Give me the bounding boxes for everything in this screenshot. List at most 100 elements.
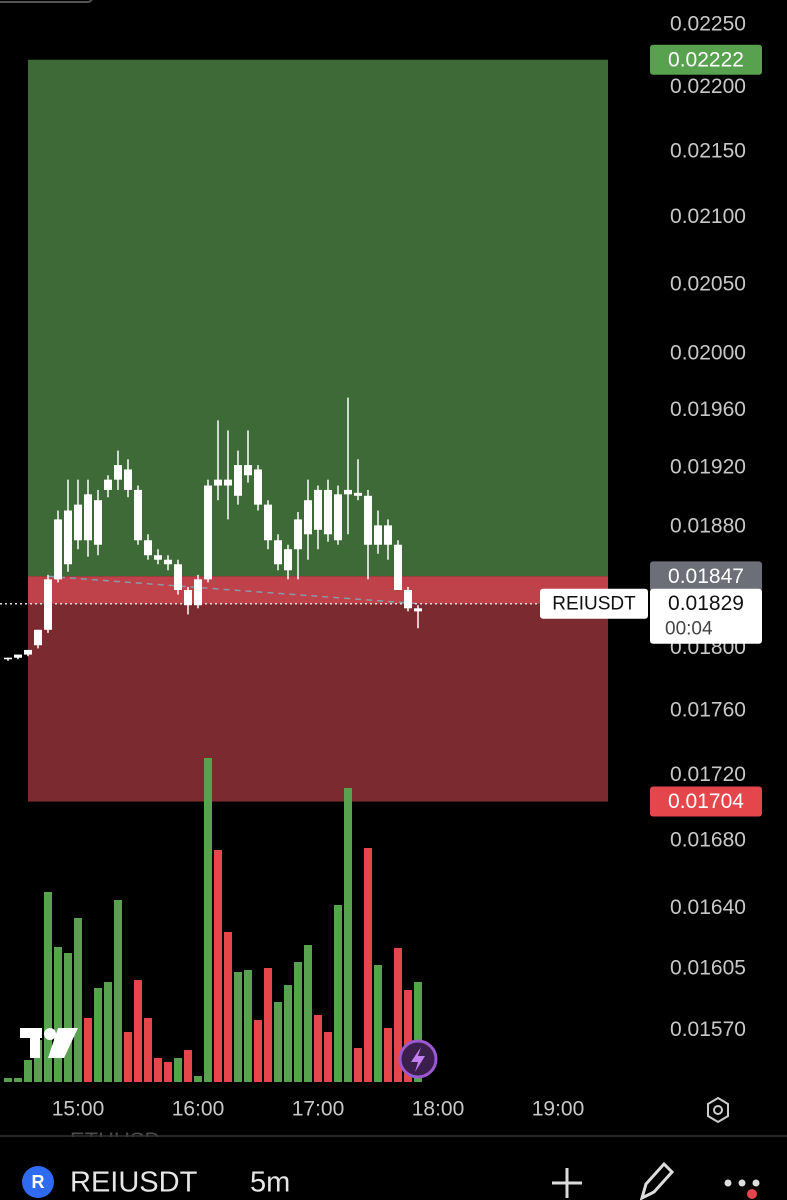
volume-bar: [94, 988, 102, 1082]
top-toolbar-edge: [0, 0, 93, 3]
volume-bar: [134, 980, 142, 1082]
y-tick-label: 0.01960: [670, 398, 746, 421]
y-tick-label: 0.02200: [670, 75, 746, 98]
y-tick-label: 0.01720: [670, 763, 746, 786]
volume-bar: [44, 892, 52, 1082]
volume-bar: [314, 1015, 322, 1082]
x-tick-label: 19:00: [532, 1098, 585, 1121]
volume-bar: [284, 985, 292, 1082]
label-layer: 0.02222 0.01847 0.01704 REIUSDT 0.01829 00:04: [540, 44, 762, 817]
volume-bar: [264, 968, 272, 1082]
last-price-label: 0.01829: [668, 592, 744, 615]
symbol-badge: [22, 1166, 54, 1198]
volume-bar: [404, 990, 412, 1082]
volume-bar: [414, 982, 422, 1082]
candle-body: [384, 525, 392, 545]
volume-bar: [364, 848, 372, 1082]
symbol-tag-box: [540, 588, 648, 619]
volume-bar: [114, 900, 122, 1082]
entry-label-box: [650, 561, 762, 592]
candle-body: [234, 465, 242, 496]
y-tick-label: 0.02050: [670, 272, 746, 295]
volume-bar: [194, 1076, 202, 1082]
more-button[interactable]: [724, 1179, 760, 1200]
volume-bar: [164, 1062, 172, 1082]
candle-body: [334, 494, 342, 541]
stop-label: 0.01704: [668, 790, 744, 813]
entry-label: 0.01847: [668, 565, 744, 588]
candle-body: [104, 479, 112, 490]
add-button[interactable]: [552, 1168, 582, 1198]
candle-body: [344, 489, 352, 495]
volume-bar: [4, 1078, 12, 1082]
volume-bar: [84, 1018, 92, 1082]
volume-bar: [344, 788, 352, 1082]
y-tick-label: 0.02100: [670, 205, 746, 228]
candle-body: [394, 544, 402, 590]
volume-bar: [204, 758, 212, 1082]
symbol[interactable]: REIUSDT: [70, 1167, 198, 1199]
y-tick-label: 0.02250: [670, 12, 746, 35]
volume-layer: [4, 758, 422, 1082]
y-tick-label: 0.02150: [670, 139, 746, 162]
candle-body: [374, 525, 382, 545]
candle-body: [64, 510, 72, 565]
candle-body: [364, 495, 372, 545]
candle-body: [184, 589, 192, 606]
tv-logo: [20, 1028, 78, 1058]
candle-body: [324, 489, 332, 535]
volume-bar: [234, 972, 242, 1082]
candle-body: [414, 608, 422, 612]
candle-body: [134, 489, 142, 541]
candle-body: [314, 489, 322, 530]
candle-body: [54, 519, 62, 580]
candle-body: [404, 589, 412, 609]
lightning-icon[interactable]: [398, 1039, 438, 1079]
candle-body: [154, 555, 162, 560]
y-tick-label: 0.01680: [670, 829, 746, 852]
loss-zone: [28, 576, 608, 802]
volume-bar: [174, 1058, 182, 1082]
volume-bar: [384, 1028, 392, 1082]
volume-bar: [124, 1032, 132, 1082]
x-tick-label: 16:00: [172, 1098, 225, 1121]
candle-body: [194, 579, 202, 606]
candle-body: [274, 540, 282, 565]
volume-bar: [224, 932, 232, 1082]
volume-bar: [324, 1032, 332, 1082]
stop-label-box: [650, 786, 762, 817]
draw-button[interactable]: [639, 1161, 675, 1200]
volume-bar: [244, 970, 252, 1082]
volume-bar: [374, 965, 382, 1082]
volume-bar: [214, 850, 222, 1082]
interval[interactable]: 5m: [250, 1167, 290, 1199]
y-tick-label: 0.02000: [670, 341, 746, 364]
volume-bar: [254, 1020, 262, 1082]
candle-body: [354, 492, 362, 496]
last-price-box: [650, 588, 762, 644]
candle-body: [144, 540, 152, 556]
open-loss-zone: [28, 576, 608, 604]
volume-bar: [394, 948, 402, 1082]
volume-bar: [274, 1002, 282, 1082]
volume-bar: [24, 1060, 32, 1082]
y-tick-label: 0.01640: [670, 896, 746, 919]
candle-body: [84, 494, 92, 541]
target-label-box: [650, 44, 762, 75]
symbol-badge-letter: R: [32, 1172, 45, 1192]
candle-body: [244, 465, 252, 476]
x-tick-label: 15:00: [52, 1098, 105, 1121]
settings-icon[interactable]: [707, 1096, 729, 1124]
target-label: 0.02222: [668, 48, 744, 71]
position-layer: [28, 59, 608, 802]
settings-icon-core: [713, 1105, 723, 1115]
y-tick-label: 0.01760: [670, 699, 746, 722]
volume-bar: [74, 918, 82, 1082]
volume-bar: [14, 1078, 22, 1082]
candle-body: [44, 579, 52, 630]
volume-bar: [144, 1018, 152, 1082]
x-tick-label: 17:00: [292, 1098, 345, 1121]
entry-to-price-line: [47, 575, 419, 605]
candle-body: [254, 469, 262, 505]
